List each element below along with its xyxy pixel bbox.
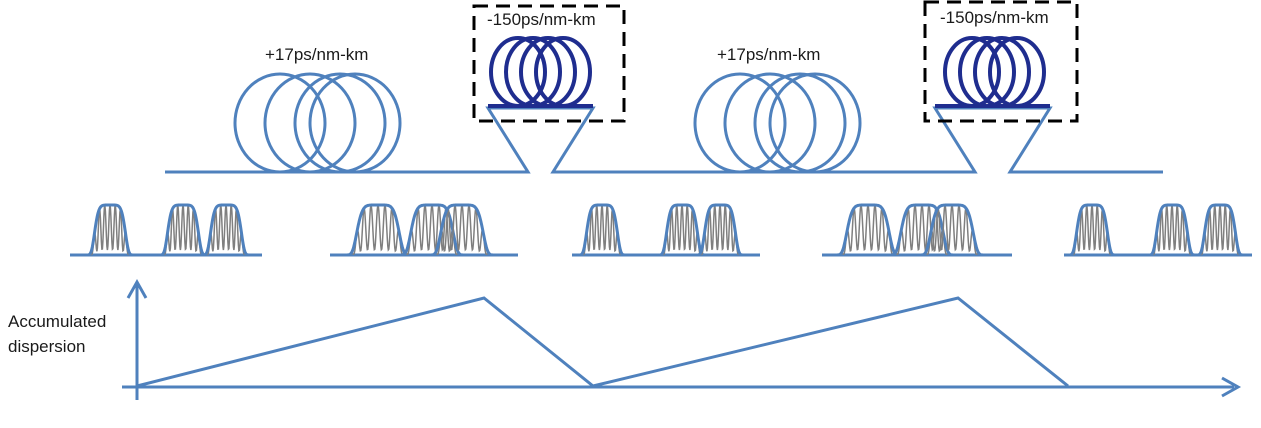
pulse-envelope	[426, 203, 497, 257]
y-axis-arrowhead	[126, 278, 148, 299]
y-axis-label-line2: dispersion	[8, 337, 86, 356]
spool-1-dispersion-label: +17ps/nm-km	[265, 45, 369, 64]
pulse-4b	[886, 203, 957, 257]
spool-2-dispersion-label: +17ps/nm-km	[717, 45, 821, 64]
pulse-2c	[426, 203, 497, 257]
fiber-span-1	[165, 106, 1163, 174]
pulse-envelope	[656, 203, 708, 257]
y-axis-label-line1: Accumulated	[8, 312, 107, 331]
pulse-envelope	[886, 203, 957, 257]
dispersion-curve	[136, 296, 1069, 388]
pulse-envelope	[1146, 203, 1198, 257]
dcf-module-1	[472, 4, 626, 123]
pulse-envelope	[694, 203, 746, 257]
pulse-envelope	[1066, 203, 1118, 257]
smf-spool-2	[693, 72, 862, 174]
pulse-4c	[916, 203, 987, 257]
dcf-2-dispersion-label: -150ps/nm-km	[940, 8, 1049, 27]
pulse-5c	[1194, 203, 1246, 257]
pulse-envelope	[832, 203, 903, 257]
pulse-2b	[396, 203, 467, 257]
pulse-envelope	[576, 203, 628, 257]
pulse-3b	[656, 203, 708, 257]
pulse-5b	[1146, 203, 1198, 257]
y-axis-label: Accumulated dispersion	[8, 309, 106, 359]
pulse-2a	[342, 203, 413, 257]
pulse-1b	[157, 203, 209, 257]
pulse-1a	[84, 203, 136, 257]
dcf-box-2	[923, 0, 1079, 123]
dcf-coil-2	[935, 36, 1050, 108]
pulse-3c	[694, 203, 746, 257]
pulse-3a	[576, 203, 628, 257]
pulse-1c	[200, 203, 252, 257]
pulse-envelope	[1194, 203, 1246, 257]
dcf-module-2	[923, 0, 1079, 123]
pulse-5a	[1066, 203, 1118, 257]
dcf-1-dispersion-label: -150ps/nm-km	[487, 10, 596, 29]
x-axis-arrowhead	[1221, 376, 1242, 398]
pulse-envelope	[84, 203, 136, 257]
pulse-envelope	[200, 203, 252, 257]
pulse-4a	[832, 203, 903, 257]
dcf-box-1	[472, 4, 626, 123]
pulse-envelope	[342, 203, 413, 257]
fiber-link	[165, 72, 1163, 174]
smf-spool-1	[233, 72, 402, 174]
pulse-trains	[70, 203, 1252, 257]
pulse-envelope	[916, 203, 987, 257]
pulse-envelope	[396, 203, 467, 257]
pulse-envelope	[157, 203, 209, 257]
dcf-coil-1	[488, 36, 593, 108]
dispersion-map-plot	[122, 278, 1242, 400]
